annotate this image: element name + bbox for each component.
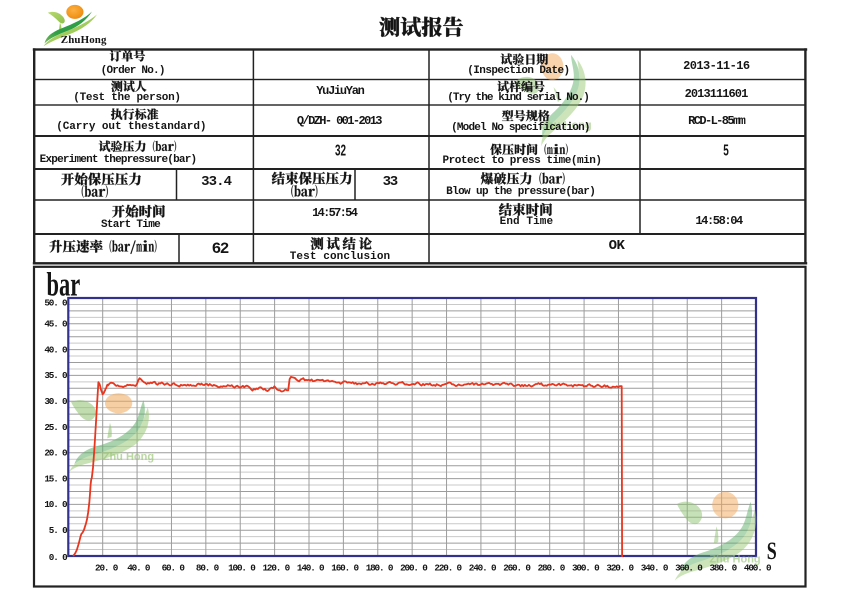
svg-text:20. 0: 20. 0: [44, 448, 68, 459]
svg-text:Zhu Hong: Zhu Hong: [540, 119, 591, 131]
svg-text:50. 0: 50. 0: [44, 297, 68, 308]
svg-text:180. 0: 180. 0: [366, 563, 394, 574]
svg-text:80. 0: 80. 0: [196, 563, 220, 574]
svg-text:5: 5: [723, 141, 729, 159]
svg-text:400. 0: 400. 0: [744, 563, 772, 574]
svg-text:0. 0: 0. 0: [49, 552, 68, 563]
svg-text:260. 0: 260. 0: [503, 563, 531, 574]
svg-text:380. 0: 380. 0: [710, 563, 738, 574]
svg-text:340. 0: 340. 0: [641, 563, 669, 574]
svg-text:ZhuHong: ZhuHong: [61, 34, 107, 46]
svg-text:320. 0: 320. 0: [606, 563, 634, 574]
svg-text:35. 0: 35. 0: [44, 370, 68, 381]
svg-text:300. 0: 300. 0: [572, 563, 600, 574]
svg-text:Zhu Hong: Zhu Hong: [103, 451, 154, 463]
svg-text:Zhu Hong: Zhu Hong: [709, 554, 760, 566]
svg-text:100. 0: 100. 0: [228, 563, 256, 574]
svg-text:200. 0: 200. 0: [400, 563, 428, 574]
svg-text:25. 0: 25. 0: [44, 422, 68, 433]
svg-text:220. 0: 220. 0: [434, 563, 462, 574]
svg-text:bar: bar: [47, 266, 81, 304]
svg-text:280. 0: 280. 0: [538, 563, 566, 574]
svg-text:140. 0: 140. 0: [297, 563, 325, 574]
svg-text:15. 0: 15. 0: [44, 473, 68, 484]
svg-text:S: S: [767, 537, 777, 565]
svg-text:40. 0: 40. 0: [44, 344, 68, 355]
svg-text:32: 32: [335, 141, 346, 159]
svg-text:240. 0: 240. 0: [469, 563, 497, 574]
svg-text:60. 0: 60. 0: [162, 563, 186, 574]
svg-text:20. 0: 20. 0: [95, 563, 119, 574]
svg-text:160. 0: 160. 0: [331, 563, 359, 574]
svg-text:45. 0: 45. 0: [44, 319, 68, 330]
svg-text:10. 0: 10. 0: [44, 499, 68, 510]
svg-text:30. 0: 30. 0: [44, 396, 68, 407]
svg-text:360. 0: 360. 0: [675, 563, 703, 574]
svg-text:5. 0: 5. 0: [49, 525, 68, 536]
svg-text:40. 0: 40. 0: [127, 563, 151, 574]
svg-text:120. 0: 120. 0: [263, 563, 291, 574]
